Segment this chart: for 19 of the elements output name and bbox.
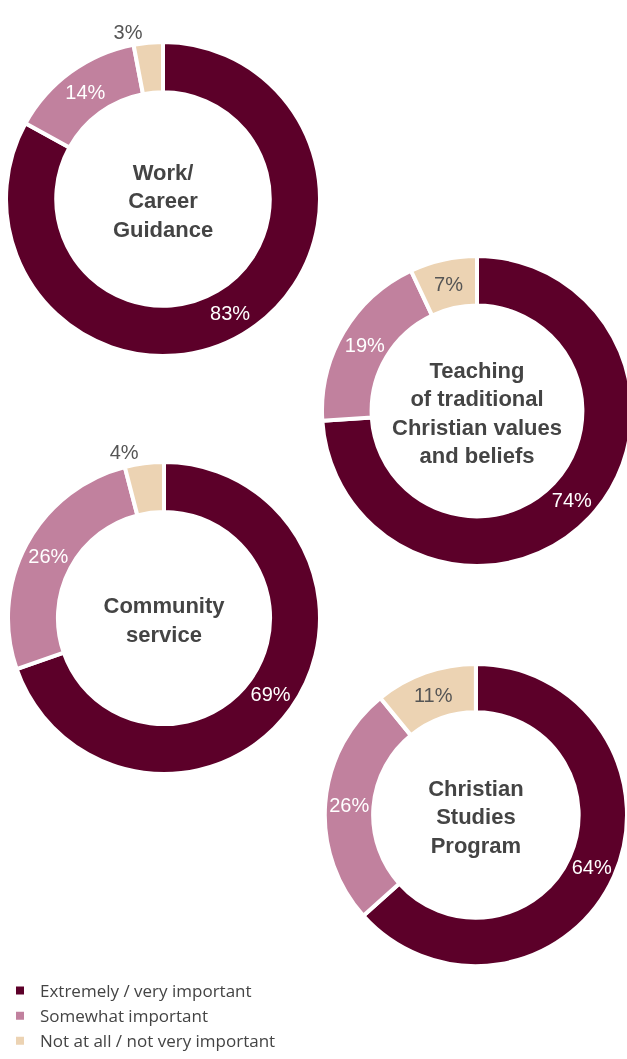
legend-label: Somewhat important [40, 1004, 208, 1028]
text: Christian Studies Program [428, 775, 524, 859]
data-label: 4% [109, 441, 139, 464]
data-label: 74% [551, 489, 593, 512]
data-label: 19% [344, 333, 386, 356]
data-label: 14% [65, 81, 106, 104]
data-label: 69% [250, 683, 291, 706]
text: Teaching of traditional Christian values and beliefs [392, 357, 562, 469]
text: Work/ Career Guidance [112, 159, 214, 243]
data-label: 11% [413, 684, 453, 707]
data-label: 83% [210, 301, 251, 324]
data-label: 7% [434, 272, 464, 295]
data-label: 64% [571, 855, 612, 878]
data-label: 26% [329, 794, 370, 817]
legend-label: Extremely / very important [40, 979, 252, 1003]
legend-label: Not at all / not very important [40, 1029, 276, 1053]
text: Community service [103, 593, 226, 647]
data-label: 3% [113, 20, 143, 43]
data-label: 26% [28, 545, 69, 568]
